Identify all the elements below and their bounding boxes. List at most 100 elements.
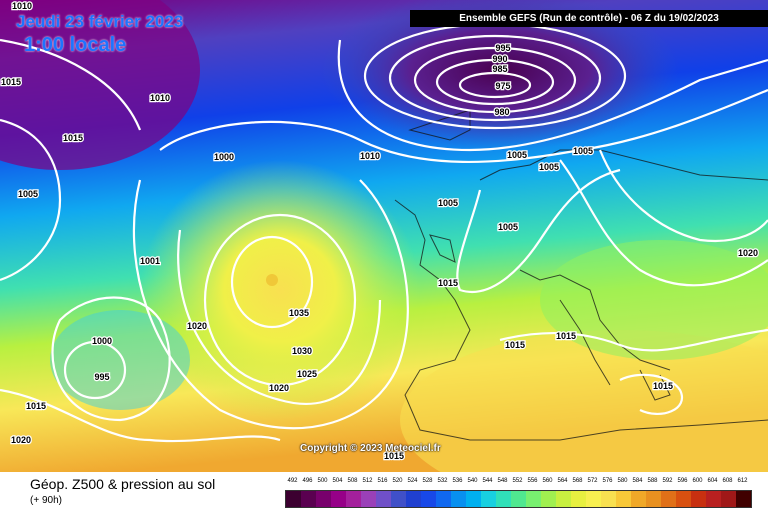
forecast-offset: (+ 90h)	[30, 495, 62, 506]
scale-swatch	[541, 491, 556, 507]
scale-swatch	[421, 491, 436, 507]
legend-panel: Géop. Z500 & pression au sol (+ 90h) 492…	[0, 472, 768, 512]
scale-value: 584	[632, 478, 643, 484]
isobar-label: 1005	[573, 146, 593, 156]
forecast-map: 995 990 985 980 975 1010 1015 1005 1010 …	[0, 0, 768, 472]
isobar-label: 1000	[92, 336, 112, 346]
scale-swatch	[346, 491, 361, 507]
isobar-label: 1015	[438, 278, 458, 288]
isobar-contour	[458, 71, 532, 99]
isobar-contour	[177, 229, 382, 406]
isobar-contour	[230, 235, 314, 329]
isobar-label: 1005	[498, 222, 518, 232]
scale-swatch	[676, 491, 691, 507]
isobar-contour	[0, 38, 142, 131]
isobar-label: 1015	[384, 451, 404, 461]
coastline-path	[639, 369, 671, 401]
isobar-label: 1035	[289, 308, 309, 318]
scale-swatch	[451, 491, 466, 507]
isobar-contour	[619, 373, 684, 415]
scale-value: 608	[722, 478, 733, 484]
scale-value: 532	[437, 478, 448, 484]
isobar-contour	[559, 159, 768, 287]
scale-swatch	[586, 491, 601, 507]
scale-value: 520	[392, 478, 403, 484]
low-label: 980	[494, 107, 509, 117]
scale-value: 524	[407, 478, 418, 484]
scale-labels: 492 496 500 504 508 512 516 520 524 528 532 536 540 5…	[282, 478, 752, 488]
low-label: 995	[495, 43, 510, 53]
copyright-notice: Copyright © 2023 Meteociel.fr	[300, 443, 441, 454]
scale-swatch	[376, 491, 391, 507]
forecast-time: 1:00 locale	[24, 34, 127, 56]
scale-value: 604	[707, 478, 718, 484]
isobar-label: 1015	[26, 401, 46, 411]
scale-swatch	[406, 491, 421, 507]
isobar-contour	[132, 179, 409, 430]
scale-swatch	[511, 491, 526, 507]
scale-swatch	[706, 491, 721, 507]
isobar-contour	[51, 296, 171, 422]
isobar-contour	[203, 213, 357, 387]
scale-value: 512	[362, 478, 373, 484]
scale-swatch	[616, 491, 631, 507]
scale-swatch	[646, 491, 661, 507]
forecast-date: Jeudi 23 février 2023	[16, 12, 184, 31]
isobar-labels: 995 990 985 980 975 1010 1015 1005 1010 …	[0, 0, 759, 462]
isobar-label: 1015	[653, 381, 673, 391]
low-label: 990	[492, 54, 507, 64]
scale-value: 500	[317, 478, 328, 484]
color-scale	[285, 490, 752, 508]
isobar-label: 1005	[507, 150, 527, 160]
map-canvas: 995 990 985 980 975 1010 1015 1005 1010 …	[0, 0, 768, 472]
scale-value: 592	[662, 478, 673, 484]
isobar-label: 1015	[556, 331, 576, 341]
scale-swatch	[331, 491, 346, 507]
scale-value: 612	[737, 478, 748, 484]
scale-swatch	[466, 491, 481, 507]
isobar-contour	[435, 58, 555, 106]
scale-value: 588	[647, 478, 658, 484]
southern-ridge	[400, 330, 768, 472]
scale-swatch	[316, 491, 331, 507]
low-label: 975	[495, 81, 510, 91]
scale-swatch	[691, 491, 706, 507]
isobar-label: 1010	[150, 93, 170, 103]
isobar-contour	[413, 46, 577, 114]
isobar-contour	[159, 88, 768, 163]
isobar-label: 1020	[269, 383, 289, 393]
scale-swatch	[631, 491, 646, 507]
isobar-contour	[456, 168, 621, 293]
isobar-label: 1015	[1, 77, 21, 87]
scale-value: 544	[482, 478, 493, 484]
model-run-banner: Ensemble GEFS (Run de contrôle) - 06 Z d…	[410, 10, 768, 27]
isobar-label: 1020	[187, 321, 207, 331]
scale-swatch	[361, 491, 376, 507]
scale-value: 548	[497, 478, 508, 484]
scale-value: 600	[692, 478, 703, 484]
isobar-contour	[499, 328, 768, 352]
scale-value: 536	[452, 478, 463, 484]
scale-swatch	[301, 491, 316, 507]
isobar-label: 1015	[63, 133, 83, 143]
isobar-label: 1005	[438, 198, 458, 208]
isobar-contour	[337, 39, 768, 152]
scale-swatch	[436, 491, 451, 507]
isobar-contour	[63, 340, 127, 400]
coastline-path	[519, 269, 671, 371]
scale-swatch	[286, 491, 301, 507]
isobar-label: 1010	[12, 1, 32, 11]
scale-value: 508	[347, 478, 358, 484]
scale-swatch	[736, 491, 751, 507]
isobar-label: 1005	[18, 189, 38, 199]
isobar-label: 995	[94, 372, 109, 382]
isobar-contour	[388, 34, 602, 122]
scale-value: 564	[557, 478, 568, 484]
scale-value: 504	[332, 478, 343, 484]
scale-swatch	[556, 491, 571, 507]
isobar-label: 1025	[297, 369, 317, 379]
scale-swatch	[571, 491, 586, 507]
isobar-label: 1010	[360, 151, 380, 161]
isobar-label: 1015	[505, 340, 525, 350]
